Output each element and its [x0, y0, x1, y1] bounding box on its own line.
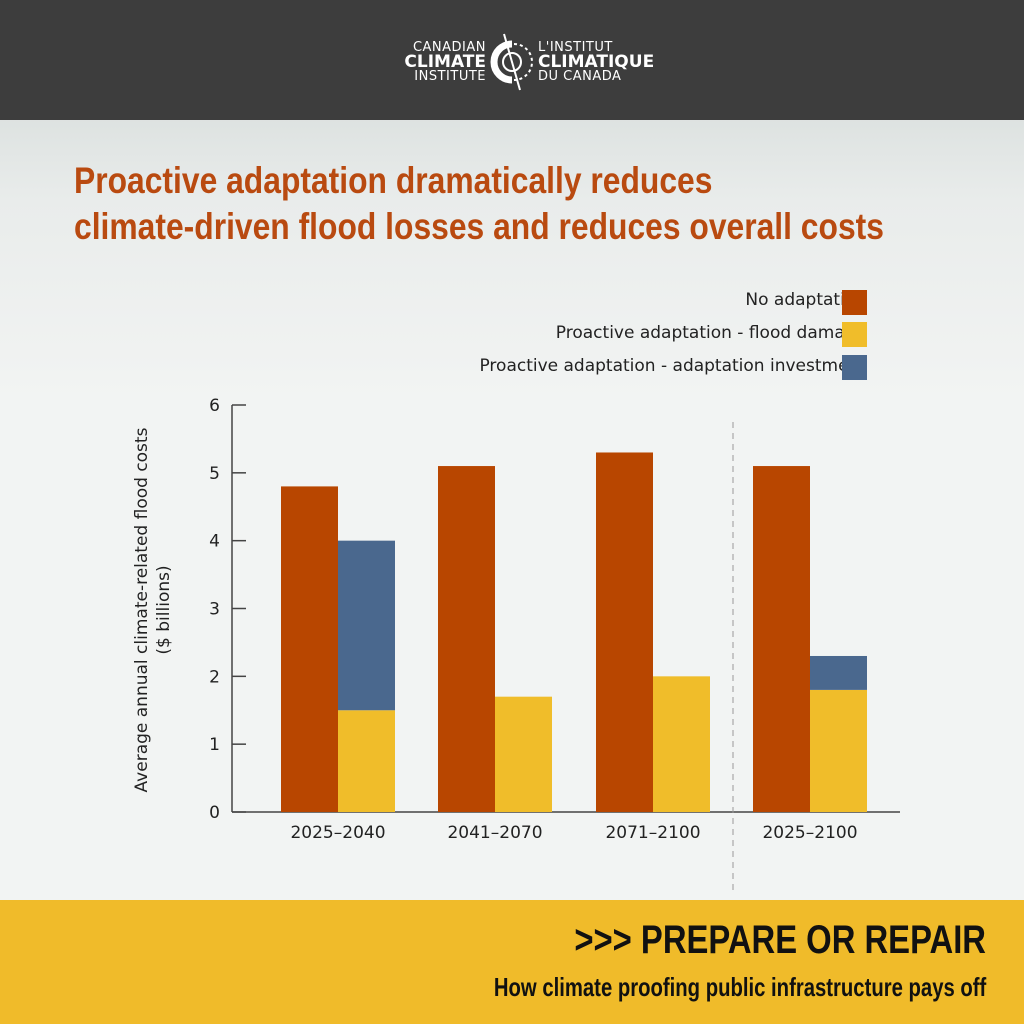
- title-line: climate-driven flood losses and reduces …: [74, 206, 884, 247]
- bar-no-adaptation: [753, 466, 810, 812]
- legend-swatch: [842, 322, 867, 347]
- logo-text: CANADIAN: [412, 40, 486, 55]
- logo-text: CLIMATIQUE: [538, 52, 655, 72]
- bar-segment: [338, 540, 395, 711]
- y-tick-label: 5: [209, 464, 220, 484]
- y-tick-label: 2: [209, 667, 220, 687]
- logo-text: INSTITUTE: [414, 69, 486, 84]
- logo-english: CANADIAN CLIMATE INSTITUTE: [404, 40, 486, 84]
- x-tick-label: 2041–2070: [447, 823, 542, 843]
- logo-french: L'INSTITUT CLIMATIQUE DU CANADA: [538, 40, 654, 84]
- footer-headline: >>> PREPARE OR REPAIR: [574, 918, 986, 962]
- logo-text: CLIMATE: [404, 52, 486, 72]
- logo-text: DU CANADA: [538, 69, 622, 84]
- x-tick-label: 2071–2100: [605, 823, 700, 843]
- legend-label: Proactive adaptation - flood damage: [555, 323, 866, 343]
- y-tick-label: 4: [209, 532, 220, 552]
- y-axis-label: Average annual climate-related flood cos…: [132, 427, 174, 792]
- legend-swatch: [842, 355, 867, 380]
- bar-no-adaptation: [596, 452, 653, 812]
- x-tick-label: 2025–2100: [762, 823, 857, 843]
- header-bar: CANADIAN CLIMATE INSTITUTE L'INSTITUT CL…: [0, 0, 1024, 120]
- legend-label: Proactive adaptation - adaptation invest…: [479, 356, 866, 376]
- chart-title: Proactive adaptation dramatically reduce…: [74, 158, 884, 250]
- bar-segment: [338, 710, 395, 812]
- legend-swatch: [842, 290, 867, 315]
- y-tick-label: 1: [209, 735, 220, 755]
- bar-segment: [810, 689, 867, 812]
- footer-banner: >>> PREPARE OR REPAIR How climate proofi…: [0, 900, 1024, 1024]
- y-axis-label-line: Average annual climate-related flood cos…: [132, 427, 152, 792]
- y-tick-label: 3: [209, 600, 220, 620]
- bar-segment: [653, 676, 710, 812]
- bar-chart: Average annual climate-related flood cos…: [132, 396, 900, 890]
- bar-segment: [495, 696, 552, 812]
- logo-text: L'INSTITUT: [538, 40, 613, 55]
- footer-subtitle: How climate proofing public infrastructu…: [493, 972, 986, 1002]
- bar-no-adaptation: [438, 466, 495, 812]
- y-tick-label: 6: [209, 396, 220, 416]
- title-line: Proactive adaptation dramatically reduce…: [74, 160, 713, 201]
- logo-emblem-icon: [490, 33, 533, 91]
- bar-segment: [810, 655, 867, 690]
- bar-no-adaptation: [281, 486, 338, 812]
- y-axis-label-line: ($ billions): [154, 565, 174, 654]
- y-tick-label: 0: [209, 803, 220, 823]
- x-tick-label: 2025–2040: [290, 823, 385, 843]
- legend-label: No adaptation: [745, 290, 866, 310]
